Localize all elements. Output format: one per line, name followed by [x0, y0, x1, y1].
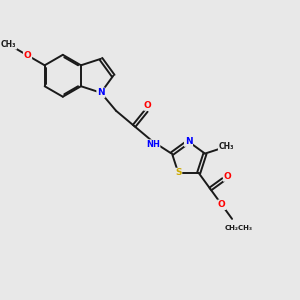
Text: O: O — [144, 101, 152, 110]
Text: CH₃: CH₃ — [1, 40, 16, 49]
Text: O: O — [224, 172, 231, 181]
Text: N: N — [97, 88, 105, 97]
Text: O: O — [218, 200, 226, 209]
Text: CH₂CH₃: CH₂CH₃ — [225, 225, 253, 231]
Text: CH₃: CH₃ — [219, 142, 234, 151]
Text: NH: NH — [146, 140, 160, 149]
Text: S: S — [175, 169, 182, 178]
Text: O: O — [24, 51, 32, 60]
Text: N: N — [185, 137, 192, 146]
